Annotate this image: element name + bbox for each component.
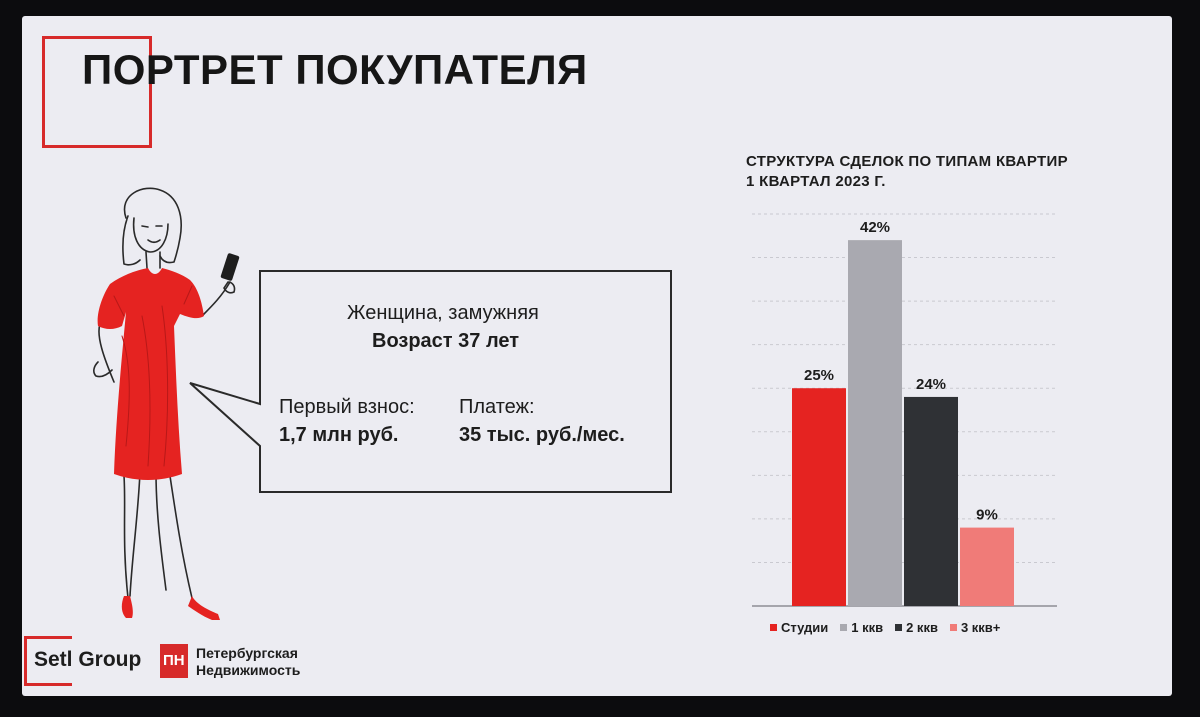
- bar-3-room-plus: [960, 527, 1014, 606]
- legend-swatch-3-room-plus: [949, 624, 957, 631]
- pn-logo-mark: ПН: [160, 644, 188, 678]
- legend-item-studio: Студии: [770, 620, 828, 635]
- down-payment-label: Первый взнос:: [279, 396, 415, 418]
- legend-swatch-studio: [770, 624, 777, 631]
- legend-label-3-room-plus: 3 ккв+: [960, 620, 1001, 635]
- pn-logo-line-2: Недвижимость: [196, 662, 301, 678]
- woman-illustration: [93, 187, 240, 620]
- chart-legend: Студии 1 ккв 2 ккв 3 ккв+: [770, 620, 1000, 635]
- data-label-1-room: 42%: [860, 219, 890, 236]
- legend-item-1-room: 1 ккв: [840, 620, 883, 635]
- legend-swatch-1-room: [840, 624, 848, 631]
- legend-item-2-room: 2 ккв: [895, 620, 938, 635]
- setl-group-logo: Setl Group: [24, 636, 144, 686]
- chart-data-labels: 25% 42% 24% 9%: [804, 219, 998, 523]
- legend-label-studio: Студии: [781, 620, 829, 635]
- payment-label: Платеж:: [459, 396, 535, 418]
- legend-swatch-2-room: [895, 624, 903, 631]
- bar-2-room: [904, 396, 958, 606]
- chart-title-line-1: СТРУКТУРА СДЕЛОК ПО ТИПАМ КВАРТИР: [746, 153, 1068, 170]
- buyer-status: Женщина, замужняя: [347, 302, 539, 324]
- buyer-age: Возраст 37 лет: [372, 330, 520, 352]
- peterburgskaya-nedvizhimost-logo: ПН Петербургская Недвижимость: [160, 644, 330, 684]
- pn-logo-mark-text: ПН: [163, 652, 185, 669]
- data-label-studio: 25%: [804, 367, 834, 384]
- setl-logo-frame: [24, 636, 72, 686]
- title-accent-frame: [42, 36, 152, 148]
- bar-studio: [792, 388, 846, 606]
- chart-title-line-2: 1 КВАРТАЛ 2023 Г.: [746, 173, 886, 190]
- deal-structure-chart: 25% 42% 24% 9%: [752, 213, 1057, 607]
- slide: ПОРТРЕТ ПОКУПАТЕЛЯ: [22, 16, 1172, 696]
- data-label-3-room-plus: 9%: [976, 507, 998, 524]
- setl-logo-text: Setl Group: [34, 648, 142, 671]
- bar-1-room: [848, 240, 902, 606]
- pn-logo-text: Петербургская Недвижимость: [196, 645, 300, 679]
- payment-value: 35 тыс. руб./мес.: [459, 424, 625, 446]
- slide-title: ПОРТРЕТ ПОКУПАТЕЛЯ: [82, 46, 588, 93]
- chart-bars: [792, 240, 1014, 606]
- down-payment-value: 1,7 млн руб.: [279, 424, 399, 446]
- data-label-2-room: 24%: [916, 376, 946, 393]
- legend-item-3-room-plus: 3 ккв+: [949, 620, 1001, 635]
- pn-logo-line-1: Петербургская: [196, 645, 298, 661]
- legend-label-2-room: 2 ккв: [906, 620, 938, 635]
- legend-label-1-room: 1 ккв: [851, 620, 884, 635]
- chart-title: СТРУКТУРА СДЕЛОК ПО ТИПАМ КВАРТИР 1 КВАР…: [746, 152, 1068, 192]
